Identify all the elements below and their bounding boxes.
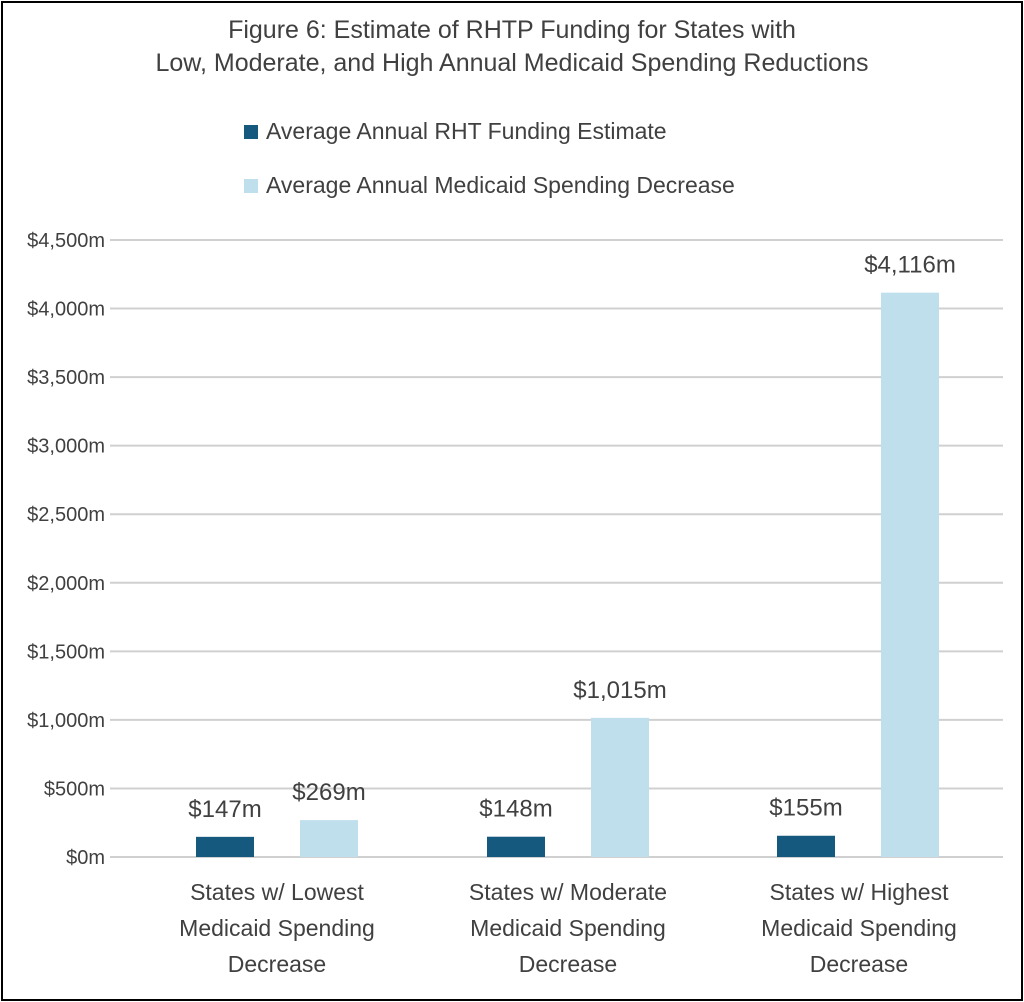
x-label-line: States w/ Lowest xyxy=(190,879,364,905)
y-tick-label: $1,500m xyxy=(27,641,105,663)
x-label-line: States w/ Highest xyxy=(769,879,949,905)
y-tick-label: $2,500m xyxy=(27,504,105,526)
y-tick-label: $4,500m xyxy=(27,230,105,252)
title-line-2: Low, Moderate, and High Annual Medicaid … xyxy=(155,49,869,77)
y-tick-label: $3,500m xyxy=(27,367,105,389)
legend-item-medicaid: Average Annual Medicaid Spending Decreas… xyxy=(244,172,735,199)
y-tick-label: $0m xyxy=(66,847,105,869)
data-label: $4,116m xyxy=(864,252,956,279)
data-label: $148m xyxy=(479,796,552,823)
y-tick-label: $3,000m xyxy=(27,436,105,458)
bar xyxy=(300,820,358,857)
legend-swatch-rht xyxy=(244,124,258,139)
legend-label-rht: Average Annual RHT Funding Estimate xyxy=(266,118,667,144)
y-tick-label: $1,000m xyxy=(27,710,105,732)
x-label-line: States w/ Moderate xyxy=(468,879,668,905)
x-label-line: Medicaid Spending xyxy=(761,915,957,941)
y-tick-label: $4,000m xyxy=(27,299,105,321)
x-label-line: Medicaid Spending xyxy=(470,915,666,941)
x-label-line: Decrease xyxy=(227,951,327,977)
y-tick-label: $500m xyxy=(44,778,105,800)
bar xyxy=(591,717,649,857)
x-label-line: Medicaid Spending xyxy=(179,915,375,941)
x-label-line: Decrease xyxy=(809,951,909,977)
x-label-highest: States w/ Highest Medicaid Spending Decr… xyxy=(729,874,989,982)
data-label: $269m xyxy=(292,779,365,806)
x-label-lowest: States w/ Lowest Medicaid Spending Decre… xyxy=(147,874,407,982)
legend-label-medicaid: Average Annual Medicaid Spending Decreas… xyxy=(266,172,735,198)
x-label-line: Decrease xyxy=(518,951,618,977)
data-label: $155m xyxy=(769,795,842,822)
data-label: $147m xyxy=(188,796,261,823)
bar xyxy=(196,836,254,857)
bar xyxy=(881,292,939,858)
title-line-1: Figure 6: Estimate of RHTP Funding for S… xyxy=(228,16,796,44)
bar xyxy=(487,836,545,857)
bar xyxy=(777,835,835,857)
y-tick-label: $2,000m xyxy=(27,573,105,595)
chart-title: Figure 6: Estimate of RHTP Funding for S… xyxy=(0,14,1024,80)
legend-item-rht: Average Annual RHT Funding Estimate xyxy=(244,118,667,145)
legend-swatch-medicaid xyxy=(244,178,258,193)
x-label-moderate: States w/ Moderate Medicaid Spending Dec… xyxy=(438,874,698,982)
data-label: $1,015m xyxy=(573,677,666,704)
